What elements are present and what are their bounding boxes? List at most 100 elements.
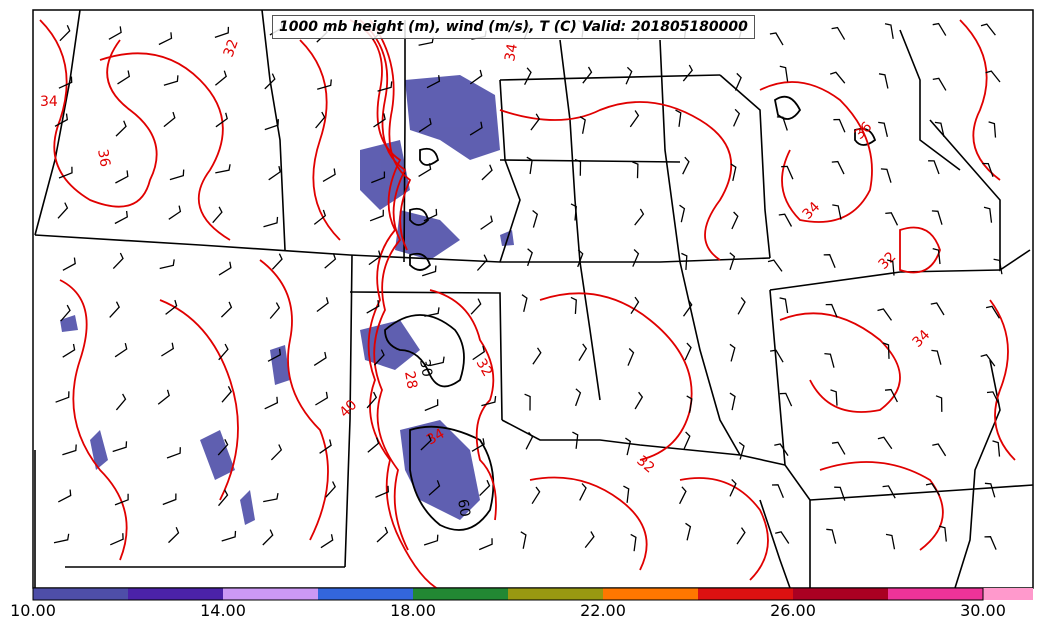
wind-barb bbox=[62, 444, 77, 456]
wind-barb bbox=[884, 388, 898, 403]
colorbar-tick-label: 18.00 bbox=[390, 601, 436, 620]
wind-barb bbox=[168, 205, 182, 220]
wind-barb bbox=[831, 160, 845, 175]
contour-label: 36 bbox=[94, 148, 113, 168]
wind-barb bbox=[730, 163, 737, 182]
wind-barb bbox=[481, 396, 497, 407]
wind-barb bbox=[985, 305, 1000, 319]
wind-barb bbox=[366, 391, 378, 409]
wind-barb bbox=[930, 302, 945, 316]
wind-barb bbox=[481, 164, 493, 181]
wind-barb bbox=[470, 298, 482, 315]
map-title: 1000 mb height (m), wind (m/s), T (C) Va… bbox=[272, 15, 755, 39]
wind-barb bbox=[682, 299, 693, 317]
wind-barb bbox=[367, 437, 380, 453]
wind-barb bbox=[984, 482, 996, 498]
wind-barb bbox=[983, 206, 993, 223]
wind-barb bbox=[158, 32, 173, 46]
contour-label: 28 bbox=[401, 370, 420, 390]
wind-barb bbox=[877, 436, 893, 450]
wind-barb bbox=[322, 168, 336, 182]
wind-barb bbox=[376, 526, 389, 543]
wind-barb bbox=[264, 396, 279, 410]
wind-barb bbox=[823, 254, 836, 268]
wind-barb bbox=[884, 23, 894, 39]
wind-barb bbox=[885, 212, 899, 226]
wind-barb bbox=[778, 213, 793, 227]
wind-barb bbox=[625, 437, 632, 456]
wind-barb bbox=[371, 171, 386, 184]
wind-barb bbox=[737, 297, 746, 315]
wind-barb bbox=[217, 439, 229, 456]
wind-barb bbox=[993, 258, 1003, 275]
wind-barb bbox=[268, 165, 281, 181]
wind-barb bbox=[634, 208, 645, 226]
wind-barb bbox=[424, 399, 439, 412]
colorbar-tick-label: 14.00 bbox=[200, 601, 246, 620]
wind-barb bbox=[577, 249, 584, 268]
wind-barb bbox=[928, 160, 940, 175]
wind-barb bbox=[877, 308, 893, 321]
wind-barb bbox=[532, 209, 539, 228]
wind-barb bbox=[58, 76, 73, 89]
wind-barb bbox=[824, 352, 835, 368]
wind-barb bbox=[159, 259, 175, 270]
contour-labels: 32 34 34 36 34 32 40 32 28 34 32 36 34 3… bbox=[40, 37, 933, 518]
wind-barb bbox=[729, 392, 736, 411]
wind-barb bbox=[418, 118, 432, 133]
wind-barb bbox=[324, 253, 337, 269]
wind-barb bbox=[366, 300, 380, 314]
wind-barb bbox=[579, 483, 587, 501]
wind-barb bbox=[315, 111, 326, 129]
wind-barb bbox=[423, 534, 439, 546]
wind-barb bbox=[574, 158, 582, 176]
wind-barb bbox=[984, 536, 997, 550]
colorbar bbox=[32, 587, 1033, 601]
wind-barb bbox=[218, 343, 229, 361]
wind-barb bbox=[682, 64, 693, 82]
wind-barb bbox=[114, 493, 129, 506]
wind-barb bbox=[729, 478, 737, 497]
wind-barb bbox=[734, 72, 742, 91]
contour-label: 34 bbox=[424, 426, 448, 449]
wind-barb bbox=[373, 113, 386, 128]
contour-label: 34 bbox=[40, 94, 58, 110]
wind-barb bbox=[429, 356, 445, 367]
wind-barb bbox=[420, 434, 432, 451]
wind-barb bbox=[169, 169, 185, 181]
wind-barb bbox=[270, 444, 283, 461]
wind-barb bbox=[775, 531, 790, 544]
wind-barb bbox=[736, 527, 746, 545]
wind-barb bbox=[831, 441, 846, 455]
wind-barb bbox=[779, 297, 789, 314]
wind-barb bbox=[115, 170, 129, 184]
wind-barb bbox=[114, 210, 128, 225]
wind-barb bbox=[161, 342, 175, 357]
wind-barb bbox=[574, 388, 582, 407]
wind-barb bbox=[524, 393, 531, 411]
contour-label: 32 bbox=[221, 37, 242, 59]
wind-barb bbox=[422, 265, 437, 277]
wind-barb bbox=[263, 216, 279, 228]
wind-barb bbox=[684, 342, 692, 361]
contour-label: 34 bbox=[502, 42, 521, 62]
wind-barb bbox=[738, 441, 745, 460]
contour-label: 32 bbox=[473, 356, 496, 379]
state-boundaries bbox=[34, 9, 1034, 590]
wind-barb bbox=[830, 71, 846, 84]
wind-barb bbox=[833, 118, 846, 133]
shaded-patches bbox=[60, 75, 514, 525]
wind-barb bbox=[623, 485, 630, 503]
wind-barb bbox=[935, 395, 943, 412]
wind-barb bbox=[62, 343, 76, 358]
temperature-contours bbox=[39, 19, 1016, 591]
wind-barb bbox=[634, 391, 644, 410]
wind-barb bbox=[218, 261, 232, 276]
wind-barb bbox=[469, 121, 483, 136]
wind-barb bbox=[774, 443, 789, 456]
wind-barb bbox=[931, 210, 943, 225]
wind-barb bbox=[117, 70, 131, 85]
wind-barb bbox=[831, 26, 846, 40]
wind-barb bbox=[220, 301, 233, 318]
wind-barb bbox=[57, 202, 69, 219]
